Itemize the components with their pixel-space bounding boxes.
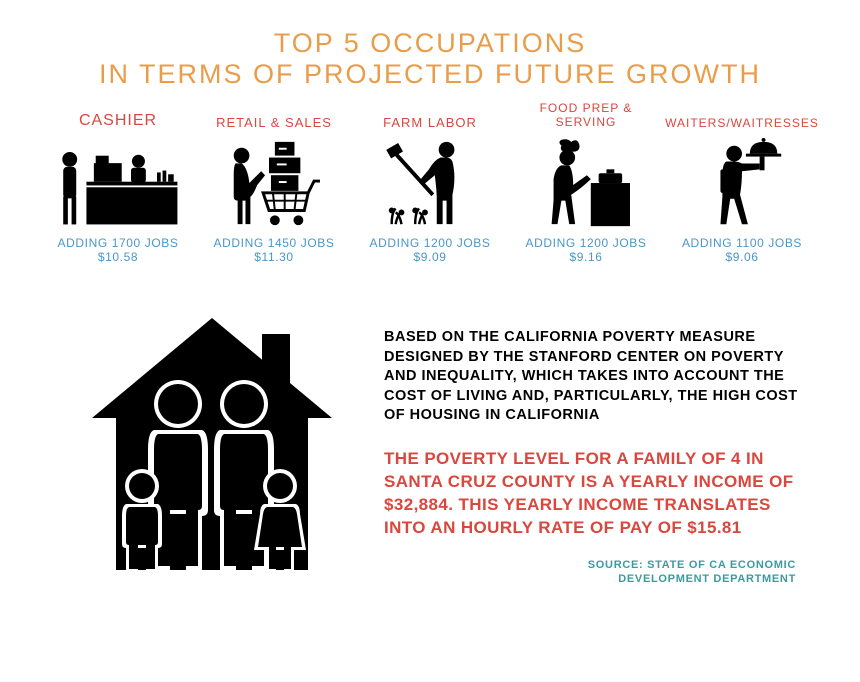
occupation-cashier: CASHIER AD [43, 98, 193, 264]
occupation-wage: $9.06 [725, 250, 758, 264]
occupation-jobs: ADDING 1450 JOBS [214, 236, 335, 250]
farm-icon [365, 136, 495, 234]
occupation-waiters: WAITERS/WAITRESSES ADDING 1100 JOBS $9.0… [667, 98, 817, 264]
occupation-wage: $11.30 [254, 250, 293, 264]
page-title-block: TOP 5 OCCUPATIONS IN TERMS OF PROJECTED … [0, 0, 860, 90]
foodprep-icon [521, 136, 651, 234]
occupation-label: FOOD PREP & SERVING [511, 98, 661, 130]
title-line-1: TOP 5 OCCUPATIONS [0, 28, 860, 59]
occupation-label: RETAIL & SALES [216, 98, 332, 130]
occupations-row: CASHIER AD [0, 90, 860, 264]
source-line-1: SOURCE: STATE OF CA ECONOMIC [384, 558, 796, 572]
occupation-foodprep: FOOD PREP & SERVING ADDING 1200 JOBS $9.… [511, 98, 661, 264]
retail-icon [209, 136, 339, 234]
cashier-icon [53, 136, 183, 234]
source-credit: SOURCE: STATE OF CA ECONOMIC DEVELOPMENT… [384, 558, 804, 587]
occupation-label: CASHIER [79, 98, 157, 130]
occupation-farm: FARM LABOR ADDING 1200 JOBS $9.09 [355, 98, 505, 264]
occupation-label: WAITERS/WAITRESSES [665, 98, 819, 130]
occupation-wage: $9.09 [413, 250, 446, 264]
occupation-jobs: ADDING 1200 JOBS [526, 236, 647, 250]
occupation-label: FARM LABOR [383, 98, 477, 130]
source-line-2: DEVELOPMENT DEPARTMENT [384, 572, 796, 586]
occupation-jobs: ADDING 1700 JOBS [58, 236, 179, 250]
poverty-statement: THE POVERTY LEVEL FOR A FAMILY OF 4 IN S… [384, 448, 804, 540]
occupation-wage: $10.58 [98, 250, 138, 264]
title-line-2: IN TERMS OF PROJECTED FUTURE GROWTH [0, 59, 860, 90]
bottom-section: BASED ON THE CALIFORNIA POVERTY MEASURE … [0, 264, 860, 586]
description-text: BASED ON THE CALIFORNIA POVERTY MEASURE … [384, 328, 804, 426]
occupation-wage: $9.16 [569, 250, 602, 264]
bottom-text-block: BASED ON THE CALIFORNIA POVERTY MEASURE … [384, 300, 804, 586]
occupation-retail: RETAIL & SALES [199, 98, 349, 264]
occupation-jobs: ADDING 1100 JOBS [682, 236, 802, 250]
waiter-icon [677, 136, 807, 234]
family-house-icon [62, 300, 362, 580]
occupation-jobs: ADDING 1200 JOBS [370, 236, 491, 250]
